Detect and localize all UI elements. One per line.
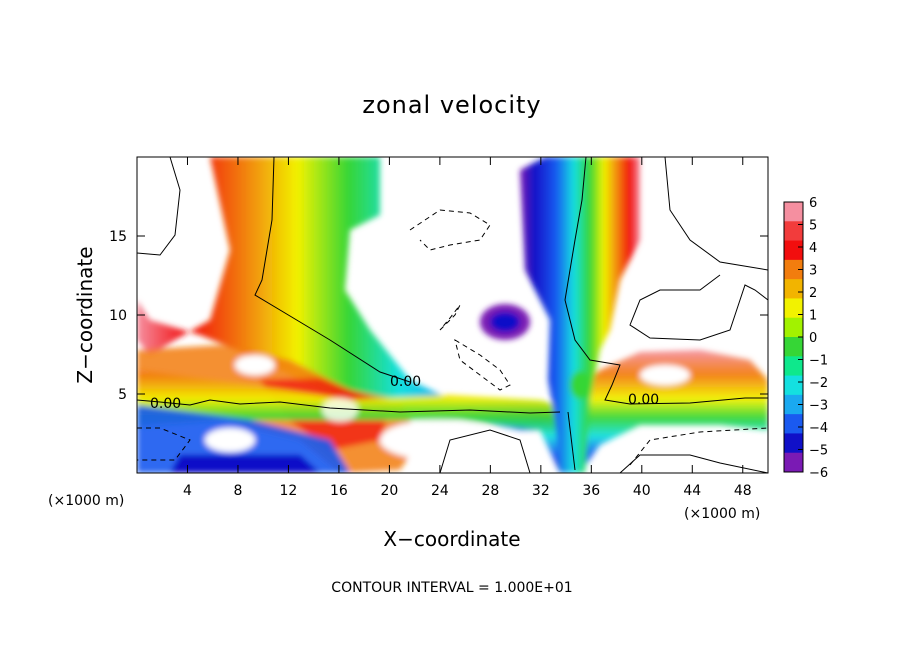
colorbar-swatch — [784, 394, 803, 415]
colorbar-swatch — [784, 414, 803, 434]
contour-label: 0.00 — [150, 396, 181, 412]
colorbar-swatch — [784, 356, 803, 377]
colorbar-tick-label: −3 — [809, 399, 828, 414]
colorbar-tick-label: 1 — [809, 309, 817, 324]
contour-label: 0.00 — [390, 374, 421, 390]
contour-labels: 0.00 0.00 0.00 — [150, 374, 659, 412]
colorbar-swatch — [784, 337, 803, 357]
x-tick-label: 36 — [582, 483, 600, 499]
colorbar-swatch — [784, 433, 803, 454]
colorbar-swatch — [784, 452, 803, 473]
x-axis-label: X−coordinate — [383, 527, 520, 551]
field-band — [137, 350, 768, 473]
colorbar-tick-label: 0 — [809, 331, 817, 346]
x-tick-label: 44 — [683, 483, 701, 499]
colorbar-swatch — [784, 240, 803, 261]
colorbar-tick-label: 6 — [809, 196, 817, 211]
colorbar-swatch — [784, 298, 803, 319]
velocity-field: 0.00 0.00 0.00 — [137, 157, 768, 473]
y-tick-label: 10 — [109, 308, 127, 324]
x-axis: 4 8 12 16 20 24 28 32 36 40 44 48 — [183, 157, 752, 499]
x-tick-label: 28 — [481, 483, 499, 499]
x-tick-label: 32 — [532, 483, 550, 499]
colorbar-tick-label: −1 — [809, 354, 828, 369]
x-tick-label: 48 — [734, 483, 752, 499]
colorbar-swatch — [784, 259, 803, 280]
colorbar-tick-label: −2 — [809, 376, 828, 391]
contour-label: 0.00 — [628, 392, 659, 408]
x-tick-label: 16 — [330, 483, 348, 499]
x-tick-label: 40 — [633, 483, 651, 499]
chart-title: zonal velocity — [362, 91, 541, 119]
x-tick-label: 8 — [233, 483, 242, 499]
y-tick-label: 15 — [109, 229, 127, 245]
colorbar-swatch — [784, 221, 803, 242]
colorbar-tick-label: −4 — [809, 421, 828, 436]
contour-lines-dashed — [137, 209, 768, 466]
colorbar-swatch — [784, 279, 803, 299]
x-tick-label: 24 — [431, 483, 449, 499]
colorbar-tick-label: 2 — [809, 286, 817, 301]
x-unit-right: (×1000 m) — [684, 506, 760, 522]
y-tick-label: 5 — [118, 387, 127, 403]
contour-interval-note: CONTOUR INTERVAL = 1.000E+01 — [331, 580, 572, 596]
y-axis: 5 10 15 — [109, 229, 768, 403]
x-tick-label: 20 — [380, 483, 398, 499]
colorbar-swatch — [784, 375, 803, 396]
colorbar-swatch — [784, 202, 803, 222]
y-axis-label: Z−coordinate — [73, 246, 97, 383]
field-plume-left — [137, 157, 560, 430]
field-plume-right — [520, 157, 640, 473]
colorbar-tick-label: 4 — [809, 241, 817, 256]
colorbar: 6 5 4 3 2 1 0 −1 −2 −3 −4 −5 −6 — [783, 196, 828, 481]
x-tick-label: 12 — [280, 483, 298, 499]
colorbar-tick-label: −6 — [809, 466, 828, 481]
x-unit-left: (×1000 m) — [48, 493, 124, 509]
colorbar-tick-label: −5 — [809, 444, 828, 459]
x-tick-label: 4 — [183, 483, 192, 499]
colorbar-tick-label: 5 — [809, 219, 817, 234]
colorbar-tick-label: 3 — [809, 264, 817, 279]
contour-lines — [137, 157, 768, 473]
colorbar-swatch — [784, 317, 803, 338]
